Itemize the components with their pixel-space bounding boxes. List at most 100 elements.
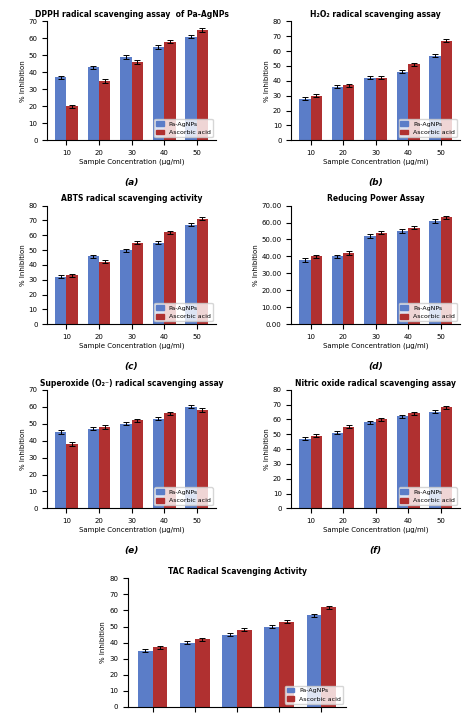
Y-axis label: % Inhibition: % Inhibition [264,60,270,101]
Text: (a): (a) [124,178,139,187]
Bar [55,277,66,324]
Bar [429,56,441,140]
Bar [299,260,310,324]
Bar [132,243,143,324]
Bar [185,225,197,324]
Legend: Pa-AgNPs, Ascorbic acid: Pa-AgNPs, Ascorbic acid [399,488,456,506]
Bar [364,423,375,508]
Bar [264,627,279,707]
Bar [153,648,167,707]
Bar [332,87,343,140]
Bar [197,30,208,140]
Bar [153,243,164,324]
Bar [397,416,408,508]
Text: (f): (f) [370,546,382,555]
Bar [408,228,419,324]
Bar [138,650,153,707]
Bar [66,276,78,324]
Bar [307,615,321,707]
Bar [279,622,294,707]
Bar [429,221,441,324]
Bar [310,436,322,508]
X-axis label: Sample Concentration (μg/ml): Sample Concentration (μg/ml) [323,343,428,349]
Bar [441,218,452,324]
Bar [364,78,375,140]
Bar [397,72,408,140]
Bar [180,643,195,707]
Title: H₂O₂ radical scavenging assay: H₂O₂ radical scavenging assay [310,10,441,19]
Bar [120,57,132,140]
Bar [185,407,197,508]
Bar [310,96,322,140]
Text: (c): (c) [125,362,138,371]
Bar [441,408,452,508]
Bar [299,99,310,140]
X-axis label: Sample Concentration (μg/ml): Sample Concentration (μg/ml) [79,527,184,533]
Bar [88,256,99,324]
Bar [88,428,99,508]
Bar [408,413,419,508]
Bar [55,77,66,140]
X-axis label: Sample Concentration (μg/ml): Sample Concentration (μg/ml) [323,527,428,533]
X-axis label: Sample Concentration (μg/ml): Sample Concentration (μg/ml) [323,159,428,165]
Bar [88,67,99,140]
Title: Reducing Power Assay: Reducing Power Assay [327,194,424,203]
Y-axis label: % Inhibition: % Inhibition [264,428,270,470]
Legend: Pa-AgNPs, Ascorbic acid: Pa-AgNPs, Ascorbic acid [285,685,343,704]
Bar [310,256,322,324]
Bar [66,106,78,140]
Bar [441,41,452,140]
Y-axis label: % Inhibition: % Inhibition [20,60,26,101]
Bar [332,256,343,324]
Title: Nitric oxide radical scavenging assay: Nitric oxide radical scavenging assay [295,378,456,388]
X-axis label: Sample Concentration (μg/ml): Sample Concentration (μg/ml) [79,343,184,349]
Text: (d): (d) [368,362,383,371]
Bar [364,236,375,324]
Title: Superoxide (O₂⁻) radical scavenging assay: Superoxide (O₂⁻) radical scavenging assa… [40,378,223,388]
Bar [195,640,210,707]
Y-axis label: % Inhibition: % Inhibition [100,622,107,663]
Bar [164,42,175,140]
Bar [299,438,310,508]
Legend: Pa-AgNPs, Ascorbic acid: Pa-AgNPs, Ascorbic acid [155,488,213,506]
Bar [237,630,252,707]
Bar [153,418,164,508]
Legend: Pa-AgNPs, Ascorbic acid: Pa-AgNPs, Ascorbic acid [155,119,213,137]
Y-axis label: % Inhibition: % Inhibition [20,428,26,470]
Bar [197,219,208,324]
Bar [429,412,441,508]
Bar [99,81,110,140]
Bar [153,47,164,140]
Legend: Pa-AgNPs, Ascorbic acid: Pa-AgNPs, Ascorbic acid [399,303,456,321]
Bar [375,419,387,508]
Bar [55,432,66,508]
Y-axis label: % Inhibition: % Inhibition [253,244,259,286]
Bar [99,427,110,508]
Bar [120,250,132,324]
Bar [120,423,132,508]
Y-axis label: % Inhibition: % Inhibition [20,244,26,286]
Bar [343,427,355,508]
Bar [99,262,110,324]
Title: ABTS radical scavenging activity: ABTS radical scavenging activity [61,194,202,203]
Legend: Pa-AgNPs, Ascorbic acid: Pa-AgNPs, Ascorbic acid [399,119,456,137]
Bar [321,607,336,707]
Bar [397,231,408,324]
X-axis label: Sample Concentration (μg/ml): Sample Concentration (μg/ml) [79,159,184,165]
Bar [332,433,343,508]
Bar [132,421,143,508]
Text: (e): (e) [124,546,139,555]
Bar [197,410,208,508]
Bar [343,253,355,324]
Legend: Pa-AgNPs, Ascorbic acid: Pa-AgNPs, Ascorbic acid [155,303,213,321]
Bar [185,36,197,140]
Bar [132,62,143,140]
Bar [222,635,237,707]
Title: DPPH radical scavenging assay  of Pa-AgNPs: DPPH radical scavenging assay of Pa-AgNP… [35,10,228,19]
Bar [66,444,78,508]
Text: (b): (b) [368,178,383,187]
Bar [375,233,387,324]
Bar [164,232,175,324]
Bar [343,85,355,140]
Bar [164,413,175,508]
